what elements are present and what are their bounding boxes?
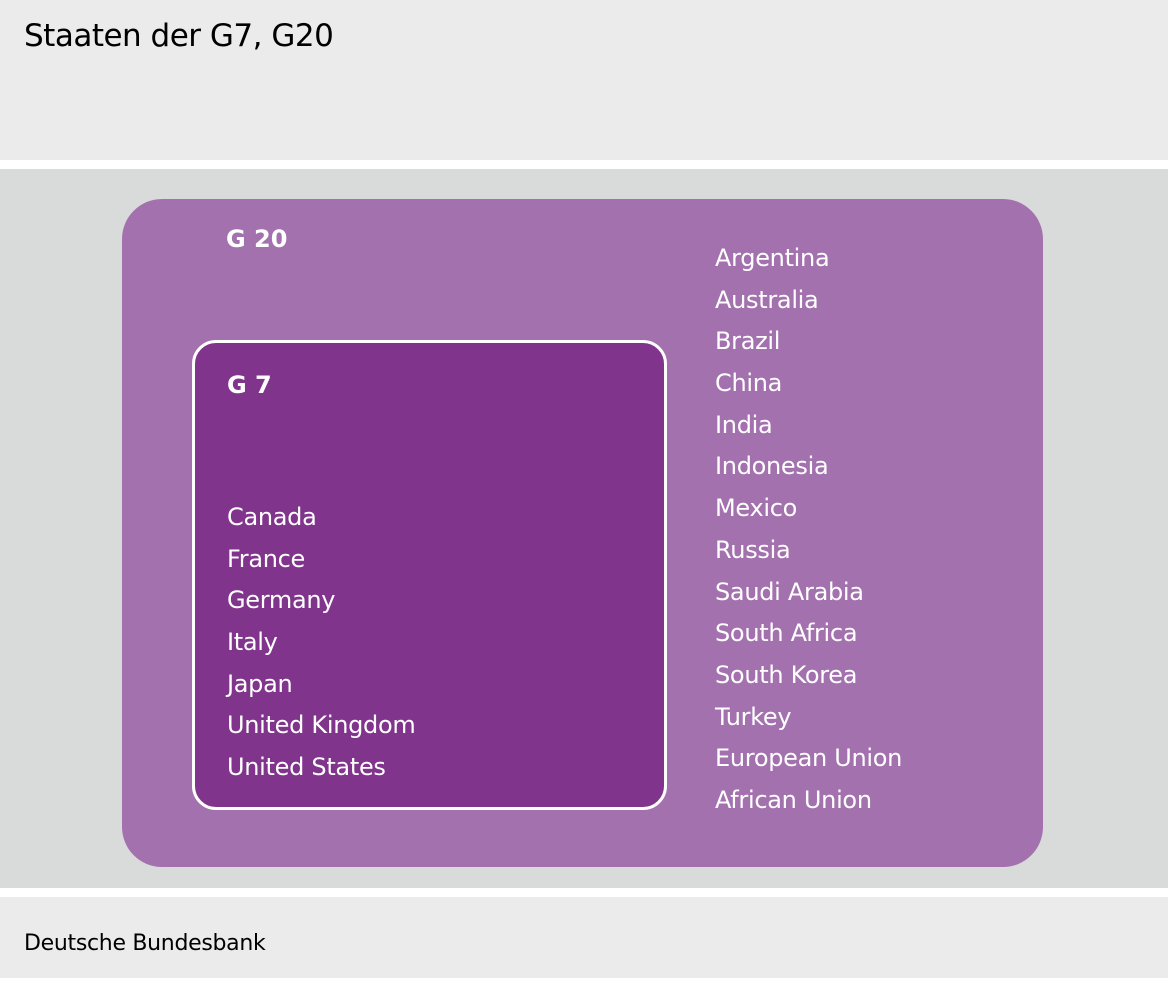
member-item: France [227,544,306,573]
g20-label: G 20 [226,225,288,253]
g20-member-list: Argentina Australia Brazil China India Indone… [715,238,902,822]
member-item: Turkey [715,702,792,731]
page-title: Staaten der G7, G20 [24,18,334,54]
member-item: South Africa [715,619,858,648]
member-item: Japan [227,669,293,698]
member-item: Germany [227,586,336,615]
member-item: Brazil [715,327,781,356]
member-item: Argentina [715,244,830,272]
member-item: Canada [227,503,317,531]
g7-label: G 7 [227,371,272,399]
member-item: United Kingdom [227,711,416,740]
member-item: Italy [227,628,278,657]
source-note: Deutsche Bundesbank [24,931,266,956]
g20-box: G 20 G 7 Canada France Germany Italy Japan Un… [122,199,1043,867]
member-item: Russia [715,535,791,564]
g7-member-list: Canada France Germany Italy Japan United King… [227,497,416,789]
g7-box: G 7 Canada France Germany Italy Japan United … [192,340,667,810]
member-item: South Korea [715,660,858,689]
member-item: Australia [715,285,819,314]
member-item: African Union [715,785,872,814]
footer: Deutsche Bundesbank [0,897,1168,978]
member-item: Saudi Arabia [715,577,864,606]
member-item: China [715,369,783,398]
header: Staaten der G7, G20 [0,0,1168,160]
member-item: Indonesia [715,452,829,481]
member-item: European Union [715,744,903,773]
member-item: United States [227,753,386,782]
member-item: India [715,410,773,439]
member-item: Mexico [715,494,798,523]
